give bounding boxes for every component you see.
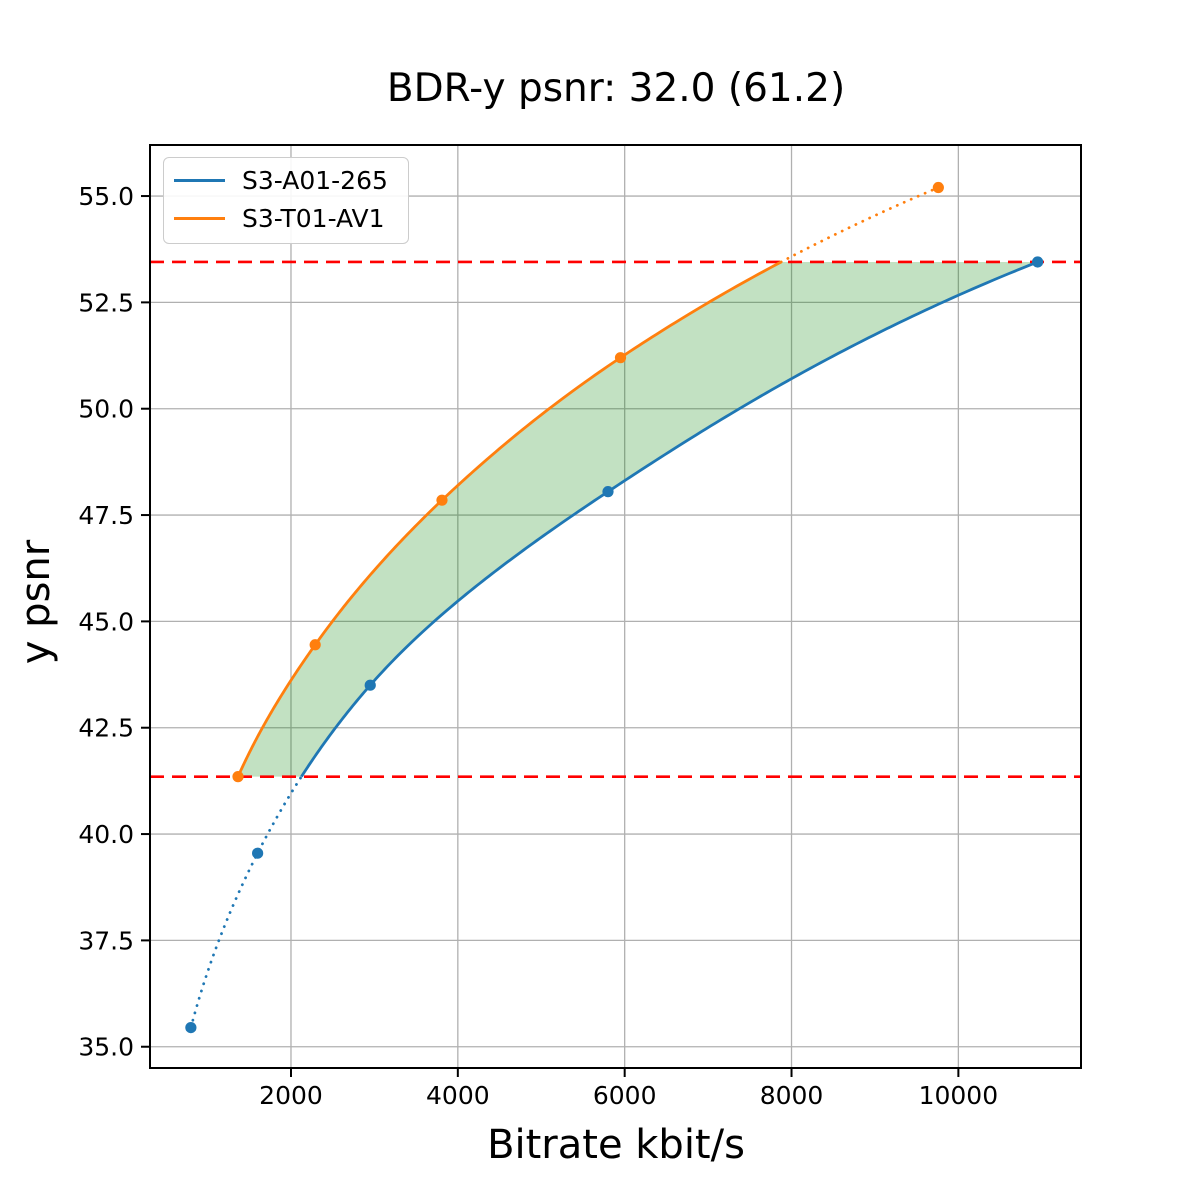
data-point-marker <box>364 679 376 691</box>
legend-entry-s3-a01-265: S3-A01-265 <box>174 165 388 196</box>
curve-s3-a01-265-solid <box>300 260 1039 778</box>
chart-title: BDR-y psnr: 32.0 (61.2) <box>386 66 846 111</box>
x-tick-label: 6000 <box>593 1081 657 1110</box>
x-tick-label: 10000 <box>919 1081 999 1110</box>
y-tick-label: 50.0 <box>78 395 134 424</box>
data-point-marker <box>614 352 627 364</box>
data-point-marker <box>932 181 944 194</box>
plot-frame <box>149 144 1082 1069</box>
y-tick-label: 37.5 <box>78 926 134 955</box>
curve-s3-t01-av1-dotted <box>779 186 940 264</box>
y-tick-label: 42.5 <box>78 714 134 743</box>
x-axis-label: Bitrate kbit/s <box>487 1122 745 1168</box>
x-tick-label: 8000 <box>760 1081 824 1110</box>
axis-tick-labels: 2000 4000 6000 8000 10000 35.0 37.5 40.0 42.5 45.… <box>78 182 998 1110</box>
curve-s3-a01-265-dotted <box>189 775 303 1029</box>
curve-s3-t01-av1-solid <box>236 260 782 778</box>
y-axis-label: y psnr <box>13 539 59 665</box>
data-point-marker <box>232 771 244 783</box>
x-tick-label: 2000 <box>259 1081 323 1110</box>
legend-line-sample-orange <box>174 217 225 220</box>
rd-curves <box>189 186 1039 1029</box>
data-point-marker <box>436 494 448 506</box>
data-point-marker <box>252 847 264 859</box>
y-tick-label: 40.0 <box>78 820 134 849</box>
legend-box: S3-A01-265 S3-T01-AV1 <box>163 157 409 244</box>
y-tick-label: 55.0 <box>78 182 134 211</box>
y-tick-label: 35.0 <box>78 1033 134 1062</box>
legend-line-sample-blue <box>174 179 225 182</box>
y-tick-label: 45.0 <box>78 607 134 636</box>
legend-entry-s3-t01-av1: S3-T01-AV1 <box>174 203 388 234</box>
data-point-marker <box>602 486 614 498</box>
x-tick-label: 4000 <box>426 1081 490 1110</box>
y-tick-label: 47.5 <box>78 501 134 530</box>
data-point-marker <box>309 639 321 651</box>
axis-ticks <box>141 195 960 1077</box>
grid-lines <box>150 145 1081 1068</box>
y-tick-label: 52.5 <box>78 288 134 317</box>
data-point-marker <box>185 1021 197 1034</box>
bd-shaded-region <box>238 261 1038 777</box>
legend-label: S3-T01-AV1 <box>242 204 385 233</box>
data-point-marker <box>1032 256 1044 268</box>
legend-label: S3-A01-265 <box>242 166 388 195</box>
